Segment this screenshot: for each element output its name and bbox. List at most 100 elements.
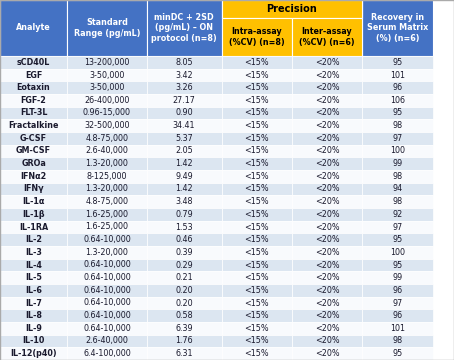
- Bar: [147, 208, 222, 221]
- Text: 6.31: 6.31: [175, 349, 193, 358]
- Text: 0.39: 0.39: [175, 248, 193, 257]
- Bar: [362, 271, 433, 284]
- Text: Intra-assay
(%CV) (n=8): Intra-assay (%CV) (n=8): [229, 27, 285, 47]
- Text: <20%: <20%: [315, 210, 340, 219]
- Text: IFNα2: IFNα2: [20, 172, 47, 181]
- Text: 4.8-75,000: 4.8-75,000: [85, 134, 128, 143]
- Bar: [292, 221, 362, 233]
- Bar: [0, 221, 67, 233]
- Bar: [147, 246, 222, 259]
- Bar: [292, 183, 362, 195]
- Text: Inter-assay
(%CV) (n=6): Inter-assay (%CV) (n=6): [299, 27, 355, 47]
- Bar: [292, 157, 362, 170]
- Text: <15%: <15%: [244, 121, 269, 130]
- Bar: [362, 132, 433, 145]
- Bar: [362, 170, 433, 183]
- Bar: [0, 246, 67, 259]
- Text: sCD40L: sCD40L: [17, 58, 50, 67]
- Text: IL-4: IL-4: [25, 261, 42, 270]
- Bar: [222, 183, 292, 195]
- Text: 1.3-20,000: 1.3-20,000: [85, 184, 128, 193]
- Text: 98: 98: [392, 172, 403, 181]
- Bar: [0, 183, 67, 195]
- Text: IL-12(p40): IL-12(p40): [10, 349, 57, 358]
- Text: 1.53: 1.53: [175, 222, 193, 231]
- Text: 0.64-10,000: 0.64-10,000: [83, 298, 131, 307]
- Bar: [362, 94, 433, 107]
- Text: 4.8-75,000: 4.8-75,000: [85, 197, 128, 206]
- Text: 1.76: 1.76: [175, 337, 193, 346]
- Bar: [362, 221, 433, 233]
- Text: 8.05: 8.05: [175, 58, 193, 67]
- Text: 94: 94: [392, 184, 403, 193]
- Bar: [67, 221, 147, 233]
- Text: 0.64-10,000: 0.64-10,000: [83, 273, 131, 282]
- Text: 96: 96: [392, 83, 403, 92]
- Text: <15%: <15%: [244, 159, 269, 168]
- Bar: [67, 246, 147, 259]
- Text: 3-50,000: 3-50,000: [89, 83, 124, 92]
- Text: 99: 99: [392, 159, 403, 168]
- Bar: [147, 170, 222, 183]
- Text: <20%: <20%: [315, 298, 340, 307]
- Text: <15%: <15%: [244, 58, 269, 67]
- Bar: [147, 157, 222, 170]
- Text: GM-CSF: GM-CSF: [16, 147, 51, 156]
- Text: <15%: <15%: [244, 273, 269, 282]
- Bar: [0, 195, 67, 208]
- Bar: [67, 259, 147, 271]
- Bar: [362, 246, 433, 259]
- Text: <20%: <20%: [315, 96, 340, 105]
- Bar: [0, 119, 67, 132]
- Text: 6.4-100,000: 6.4-100,000: [83, 349, 131, 358]
- Bar: [222, 259, 292, 271]
- Bar: [0, 271, 67, 284]
- Bar: [292, 208, 362, 221]
- Text: 1.3-20,000: 1.3-20,000: [85, 159, 128, 168]
- Text: Standard
Range (pg/mL): Standard Range (pg/mL): [74, 18, 140, 38]
- Bar: [147, 259, 222, 271]
- Bar: [292, 309, 362, 322]
- Bar: [147, 107, 222, 119]
- Text: 32-500,000: 32-500,000: [84, 121, 130, 130]
- Bar: [292, 271, 362, 284]
- Bar: [222, 81, 292, 94]
- Bar: [292, 170, 362, 183]
- Bar: [0, 335, 67, 347]
- Text: 92: 92: [392, 210, 403, 219]
- Text: 96: 96: [392, 286, 403, 295]
- Bar: [67, 107, 147, 119]
- Bar: [67, 56, 147, 69]
- Text: <20%: <20%: [315, 311, 340, 320]
- Bar: [292, 233, 362, 246]
- Bar: [0, 170, 67, 183]
- Text: Precision: Precision: [266, 4, 317, 14]
- Bar: [222, 221, 292, 233]
- Text: 1.3-20,000: 1.3-20,000: [85, 248, 128, 257]
- Text: Eotaxin: Eotaxin: [17, 83, 50, 92]
- Bar: [222, 94, 292, 107]
- Text: <15%: <15%: [244, 311, 269, 320]
- Text: <20%: <20%: [315, 222, 340, 231]
- Text: 0.96-15,000: 0.96-15,000: [83, 108, 131, 117]
- Bar: [222, 69, 292, 81]
- Bar: [147, 69, 222, 81]
- Text: 95: 95: [392, 261, 403, 270]
- Bar: [292, 284, 362, 297]
- Bar: [67, 208, 147, 221]
- Bar: [362, 56, 433, 69]
- Bar: [362, 309, 433, 322]
- Bar: [67, 132, 147, 145]
- Text: <20%: <20%: [315, 337, 340, 346]
- Text: IL-2: IL-2: [25, 235, 42, 244]
- Text: 0.64-10,000: 0.64-10,000: [83, 235, 131, 244]
- Bar: [147, 145, 222, 157]
- Bar: [362, 335, 433, 347]
- Text: 98: 98: [392, 337, 403, 346]
- Text: <20%: <20%: [315, 349, 340, 358]
- Bar: [67, 309, 147, 322]
- Bar: [222, 233, 292, 246]
- Bar: [292, 259, 362, 271]
- Text: 0.64-10,000: 0.64-10,000: [83, 324, 131, 333]
- Bar: [147, 271, 222, 284]
